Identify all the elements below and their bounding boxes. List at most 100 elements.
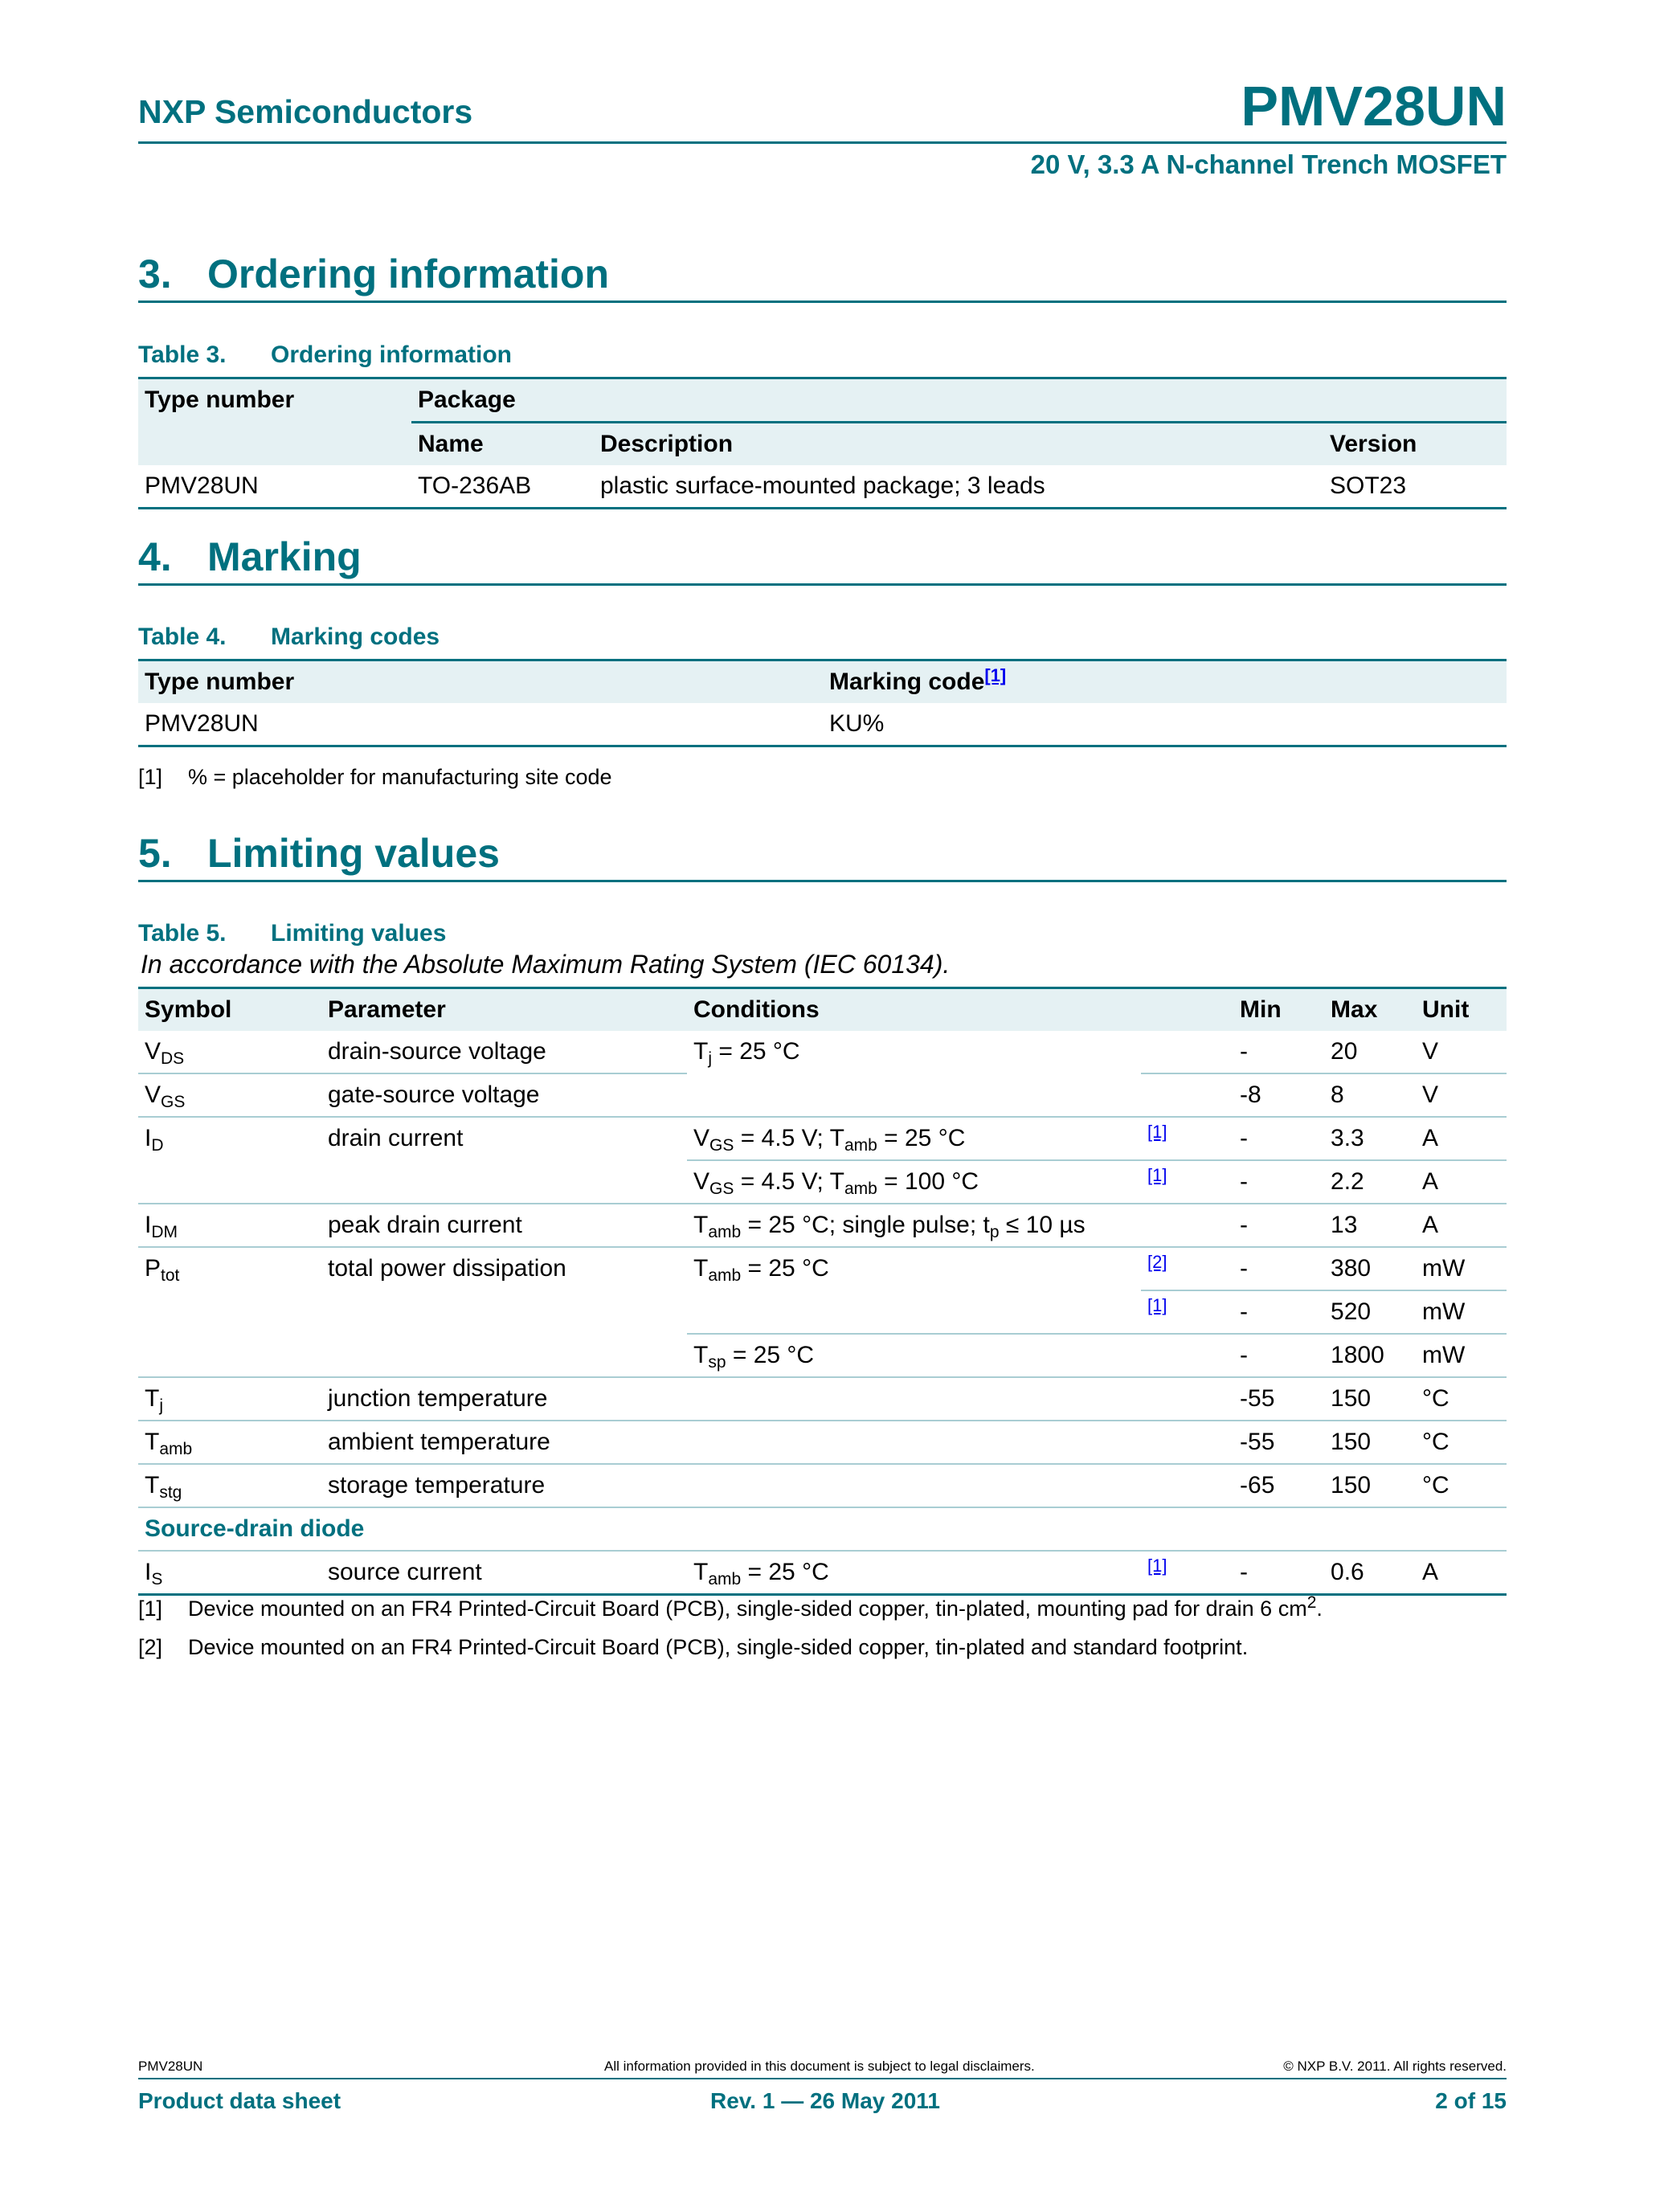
cell-min: -65 [1233, 1464, 1325, 1508]
group-heading: Source-drain diode [138, 1507, 1507, 1552]
table-row: Ptot total power dissipation Tamb = 25 °C[… [138, 1247, 1507, 1378]
cell-parameter: gate-source voltage [321, 1073, 687, 1118]
table5-caption: Table 5. Limiting values [138, 920, 446, 947]
cell-unit: A [1416, 1551, 1507, 1596]
section-rule [138, 583, 1507, 586]
section-title: Limiting values [207, 831, 500, 876]
condition-subscript: amb [844, 1136, 877, 1155]
table-row: PMV28UN KU% [138, 703, 1507, 747]
cell-footnote-ref: [1] [1141, 1290, 1234, 1335]
header-symbol: Symbol [138, 987, 321, 1031]
cell-description: plastic surface-mounted package; 3 leads [594, 465, 1323, 509]
cell-symbol: Ptot [138, 1247, 321, 1378]
symbol-subscript: DM [151, 1223, 178, 1241]
symbol-subscript: tot [161, 1266, 180, 1285]
part-number: PMV28UN [1241, 75, 1507, 137]
footnote-link[interactable]: [2] [1147, 1252, 1167, 1272]
condition-subscript: amb [708, 1223, 742, 1241]
condition-subscript: amb [708, 1570, 742, 1588]
symbol-main: I [145, 1212, 152, 1238]
cell-min: - [1233, 1551, 1325, 1596]
cell-unit: mW [1416, 1247, 1507, 1291]
cell-min: - [1233, 1117, 1325, 1161]
cell-parameter: ambient temperature [321, 1421, 687, 1465]
header-unit: Unit [1416, 987, 1507, 1031]
cell-parameter: storage temperature [321, 1464, 687, 1508]
header-marking-code: Marking code[1] [823, 660, 1507, 703]
table-row: Source-drain diode [138, 1507, 1507, 1552]
cell-footnote-ref: [1] [1141, 1160, 1234, 1204]
footnote-number: [1] [138, 765, 163, 789]
table-row: Tsp = 25 °C -1800 mW [138, 1334, 1507, 1378]
cell-symbol: ID [138, 1117, 321, 1204]
table4-caption: Table 4. Marking codes [138, 624, 440, 651]
cell-max: 1800 [1324, 1334, 1417, 1378]
cell-max: 3.3 [1324, 1117, 1417, 1161]
cell-unit: V [1416, 1031, 1507, 1074]
cell-footnote-ref [1141, 1204, 1234, 1248]
symbol-subscript: S [151, 1570, 163, 1588]
cell-conditions: VGS = 4.5 V; Tamb = 100 °C [687, 1160, 1141, 1204]
condition-text: T [693, 1212, 709, 1238]
limiting-values-table: Symbol Parameter Conditions Min Max Unit… [138, 987, 1507, 1596]
cell-symbol: VGS [138, 1073, 321, 1118]
cell-parameter: peak drain current [321, 1204, 687, 1248]
footnote-number: [1] [138, 1597, 163, 1621]
footnote-link[interactable]: [1] [1147, 1165, 1167, 1185]
section-heading-marking: 4. Marking [138, 534, 362, 580]
condition-text: = 25 °C [726, 1342, 815, 1368]
cell-parameter: total power dissipation [321, 1247, 687, 1378]
cell-unit: mW [1416, 1334, 1507, 1378]
cell-footnote-ref [1141, 1421, 1234, 1465]
symbol-main: T [145, 1429, 160, 1455]
header-rule [138, 141, 1507, 144]
cell-conditions: Tj = 25 °C [687, 1031, 1141, 1118]
table-row: Tamb ambient temperature -55 150 °C [138, 1421, 1507, 1465]
condition-text: = 25 °C [712, 1038, 800, 1065]
header-conditions: Conditions [687, 987, 1234, 1031]
cell-name: TO-236AB [411, 465, 594, 509]
header-label: Marking code [829, 669, 985, 695]
cell-parameter: junction temperature [321, 1377, 687, 1421]
footnote: [1] % = placeholder for manufacturing sit… [138, 765, 612, 790]
footnote-link[interactable]: [1] [1147, 1556, 1167, 1576]
condition-text: = 4.5 V; T [734, 1168, 844, 1195]
section-heading-ordering: 3. Ordering information [138, 251, 609, 297]
cell-version: SOT23 [1323, 465, 1507, 509]
footer-page-number: 2 of 15 [1435, 2088, 1507, 2113]
footer-revision: Rev. 1 — 26 May 2011 [710, 2088, 940, 2113]
condition-subscript: GS [709, 1136, 734, 1155]
table-row: VDS drain-source voltage Tj = 25 °C -20 V [138, 1031, 1507, 1118]
footnote-link[interactable]: [1] [1147, 1122, 1167, 1142]
symbol-main: P [145, 1255, 162, 1282]
cell-min: - [1233, 1031, 1325, 1074]
table3-caption: Table 3. Ordering information [138, 341, 512, 369]
cell-max: 2.2 [1324, 1160, 1417, 1204]
part-subtitle: 20 V, 3.3 A N-channel Trench MOSFET [1030, 149, 1507, 179]
cell-symbol: Tj [138, 1377, 321, 1421]
footnote-link[interactable]: [1] [984, 665, 1007, 685]
symbol-main: I [145, 1559, 152, 1585]
cell-symbol: VDS [138, 1031, 321, 1074]
table-row: IS source current Tamb = 25 °C [1] -0.6 A [138, 1551, 1507, 1596]
cell-max: 380 [1324, 1247, 1417, 1291]
condition-text: T [693, 1255, 709, 1282]
footer-rule [138, 2078, 1507, 2079]
caption-title: Limiting values [271, 920, 447, 947]
cell-conditions: Tsp = 25 °C [687, 1334, 1141, 1378]
cell-conditions [687, 1421, 1141, 1465]
symbol-subscript: stg [159, 1483, 182, 1502]
condition-subscript: GS [709, 1180, 734, 1198]
condition-text: = 100 °C [877, 1168, 979, 1195]
section-number: 5. [138, 831, 172, 876]
condition-subscript: amb [844, 1180, 877, 1198]
cell-footnote-ref [1141, 1464, 1234, 1508]
condition-text: V [693, 1125, 710, 1151]
caption-number: Table 5. [138, 920, 227, 947]
condition-text: = 25 °C [741, 1255, 829, 1282]
footnote-link[interactable]: [1] [1147, 1295, 1167, 1315]
condition-subscript: amb [708, 1266, 742, 1285]
footer-doc-type: Product data sheet [138, 2088, 341, 2113]
footnote-text: Device mounted on an FR4 Printed-Circuit… [188, 1635, 1249, 1659]
cell-min: -8 [1233, 1073, 1325, 1118]
